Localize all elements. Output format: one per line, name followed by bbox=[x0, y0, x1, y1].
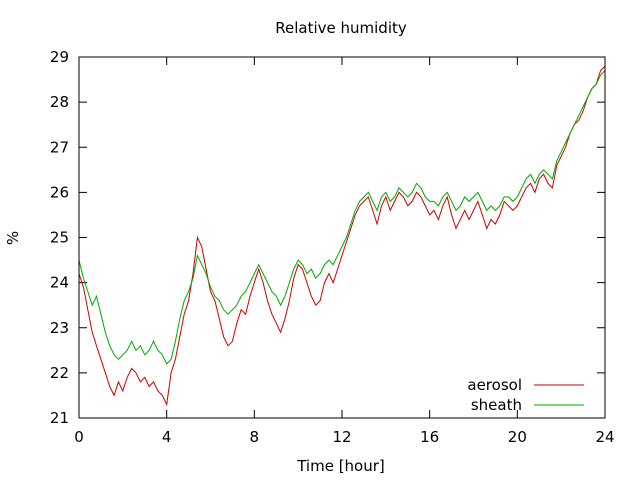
x-tick-label: 24 bbox=[595, 428, 614, 446]
x-tick-label: 16 bbox=[420, 428, 439, 446]
y-tick-label: 27 bbox=[50, 138, 69, 156]
x-tick-label: 4 bbox=[162, 428, 172, 446]
y-tick-label: 24 bbox=[50, 274, 69, 292]
axis-ticks: 0 4 8 12 16 20 24 21 22 23 24 25 26 27 28 29 bbox=[50, 48, 615, 446]
y-tick-label: 28 bbox=[50, 93, 69, 111]
y-tick-label: 22 bbox=[50, 364, 69, 382]
y-tick-label: 29 bbox=[50, 48, 69, 66]
y-tick-label: 26 bbox=[50, 183, 69, 201]
legend-label-sheath: sheath bbox=[471, 396, 522, 414]
series-line-aerosol bbox=[78, 65, 606, 407]
legend: aerosol sheath bbox=[467, 376, 584, 414]
y-axis-label: % bbox=[4, 231, 22, 245]
legend-label-aerosol: aerosol bbox=[467, 376, 522, 394]
plot-frame bbox=[78, 56, 606, 419]
chart-title: Relative humidity bbox=[275, 19, 407, 37]
x-axis-label: Time [hour] bbox=[296, 457, 385, 475]
series-line-sheath bbox=[78, 70, 606, 365]
series-layer bbox=[78, 65, 606, 407]
x-tick-label: 12 bbox=[332, 428, 351, 446]
x-tick-label: 0 bbox=[74, 428, 84, 446]
y-tick-label: 21 bbox=[50, 409, 69, 427]
y-tick-label: 25 bbox=[50, 229, 69, 247]
x-tick-label: 20 bbox=[508, 428, 527, 446]
x-tick-label: 8 bbox=[250, 428, 260, 446]
y-tick-label: 23 bbox=[50, 319, 69, 337]
